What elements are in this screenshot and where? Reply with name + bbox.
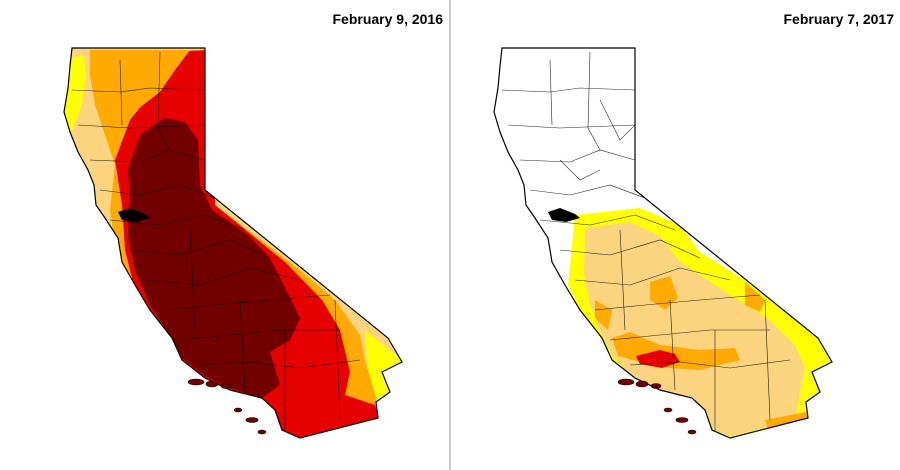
drought-area-d2 [650,276,678,310]
panel-divider [449,0,451,470]
drought-area-d2 [595,300,612,330]
drought-area-d2 [745,282,765,312]
san-francisco-bay [118,208,150,222]
county-boundaries [501,51,791,438]
channel-islands [617,378,697,435]
san-francisco-bay [548,208,580,222]
county-boundaries [71,51,361,438]
california-drought-map-2017 [493,47,833,439]
channel-islands [187,378,267,435]
california-state-outline [63,47,403,439]
map-panel-2017: February 7, 2017 [451,0,900,470]
california-state-outline [493,47,833,439]
map-date-label: February 7, 2017 [783,11,894,27]
map-panel-2016: February 9, 2016 [0,0,449,470]
drought-area-d3 [636,350,680,368]
drought-area-d1 [584,222,805,436]
drought-area-d2 [115,50,190,130]
map-date-label: February 9, 2016 [332,11,443,27]
drought-area-d4 [128,118,300,398]
california-drought-map-2016 [63,47,403,439]
